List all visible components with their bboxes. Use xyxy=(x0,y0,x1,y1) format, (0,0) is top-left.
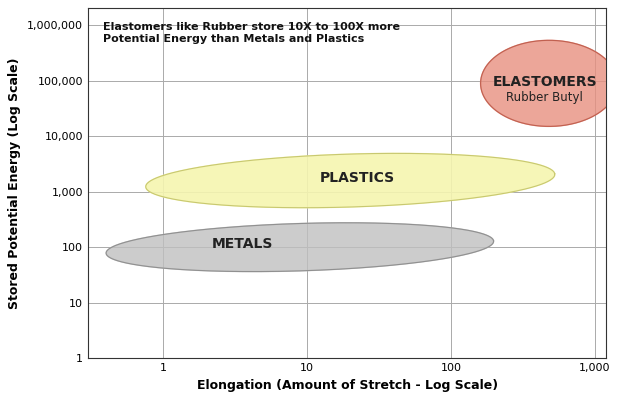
Text: Elastomers like Rubber store 10X to 100X more
Potential Energy than Metals and P: Elastomers like Rubber store 10X to 100X… xyxy=(104,22,401,44)
X-axis label: Elongation (Amount of Stretch - Log Scale): Elongation (Amount of Stretch - Log Scal… xyxy=(197,379,498,392)
Text: PLASTICS: PLASTICS xyxy=(320,171,395,185)
Y-axis label: Stored Potential Energy (Log Scale): Stored Potential Energy (Log Scale) xyxy=(8,58,21,309)
Text: Rubber Butyl: Rubber Butyl xyxy=(507,91,583,104)
Text: METALS: METALS xyxy=(211,238,273,252)
Polygon shape xyxy=(106,223,494,272)
Text: ELASTOMERS: ELASTOMERS xyxy=(492,75,597,89)
Polygon shape xyxy=(480,40,618,126)
Polygon shape xyxy=(146,153,555,208)
